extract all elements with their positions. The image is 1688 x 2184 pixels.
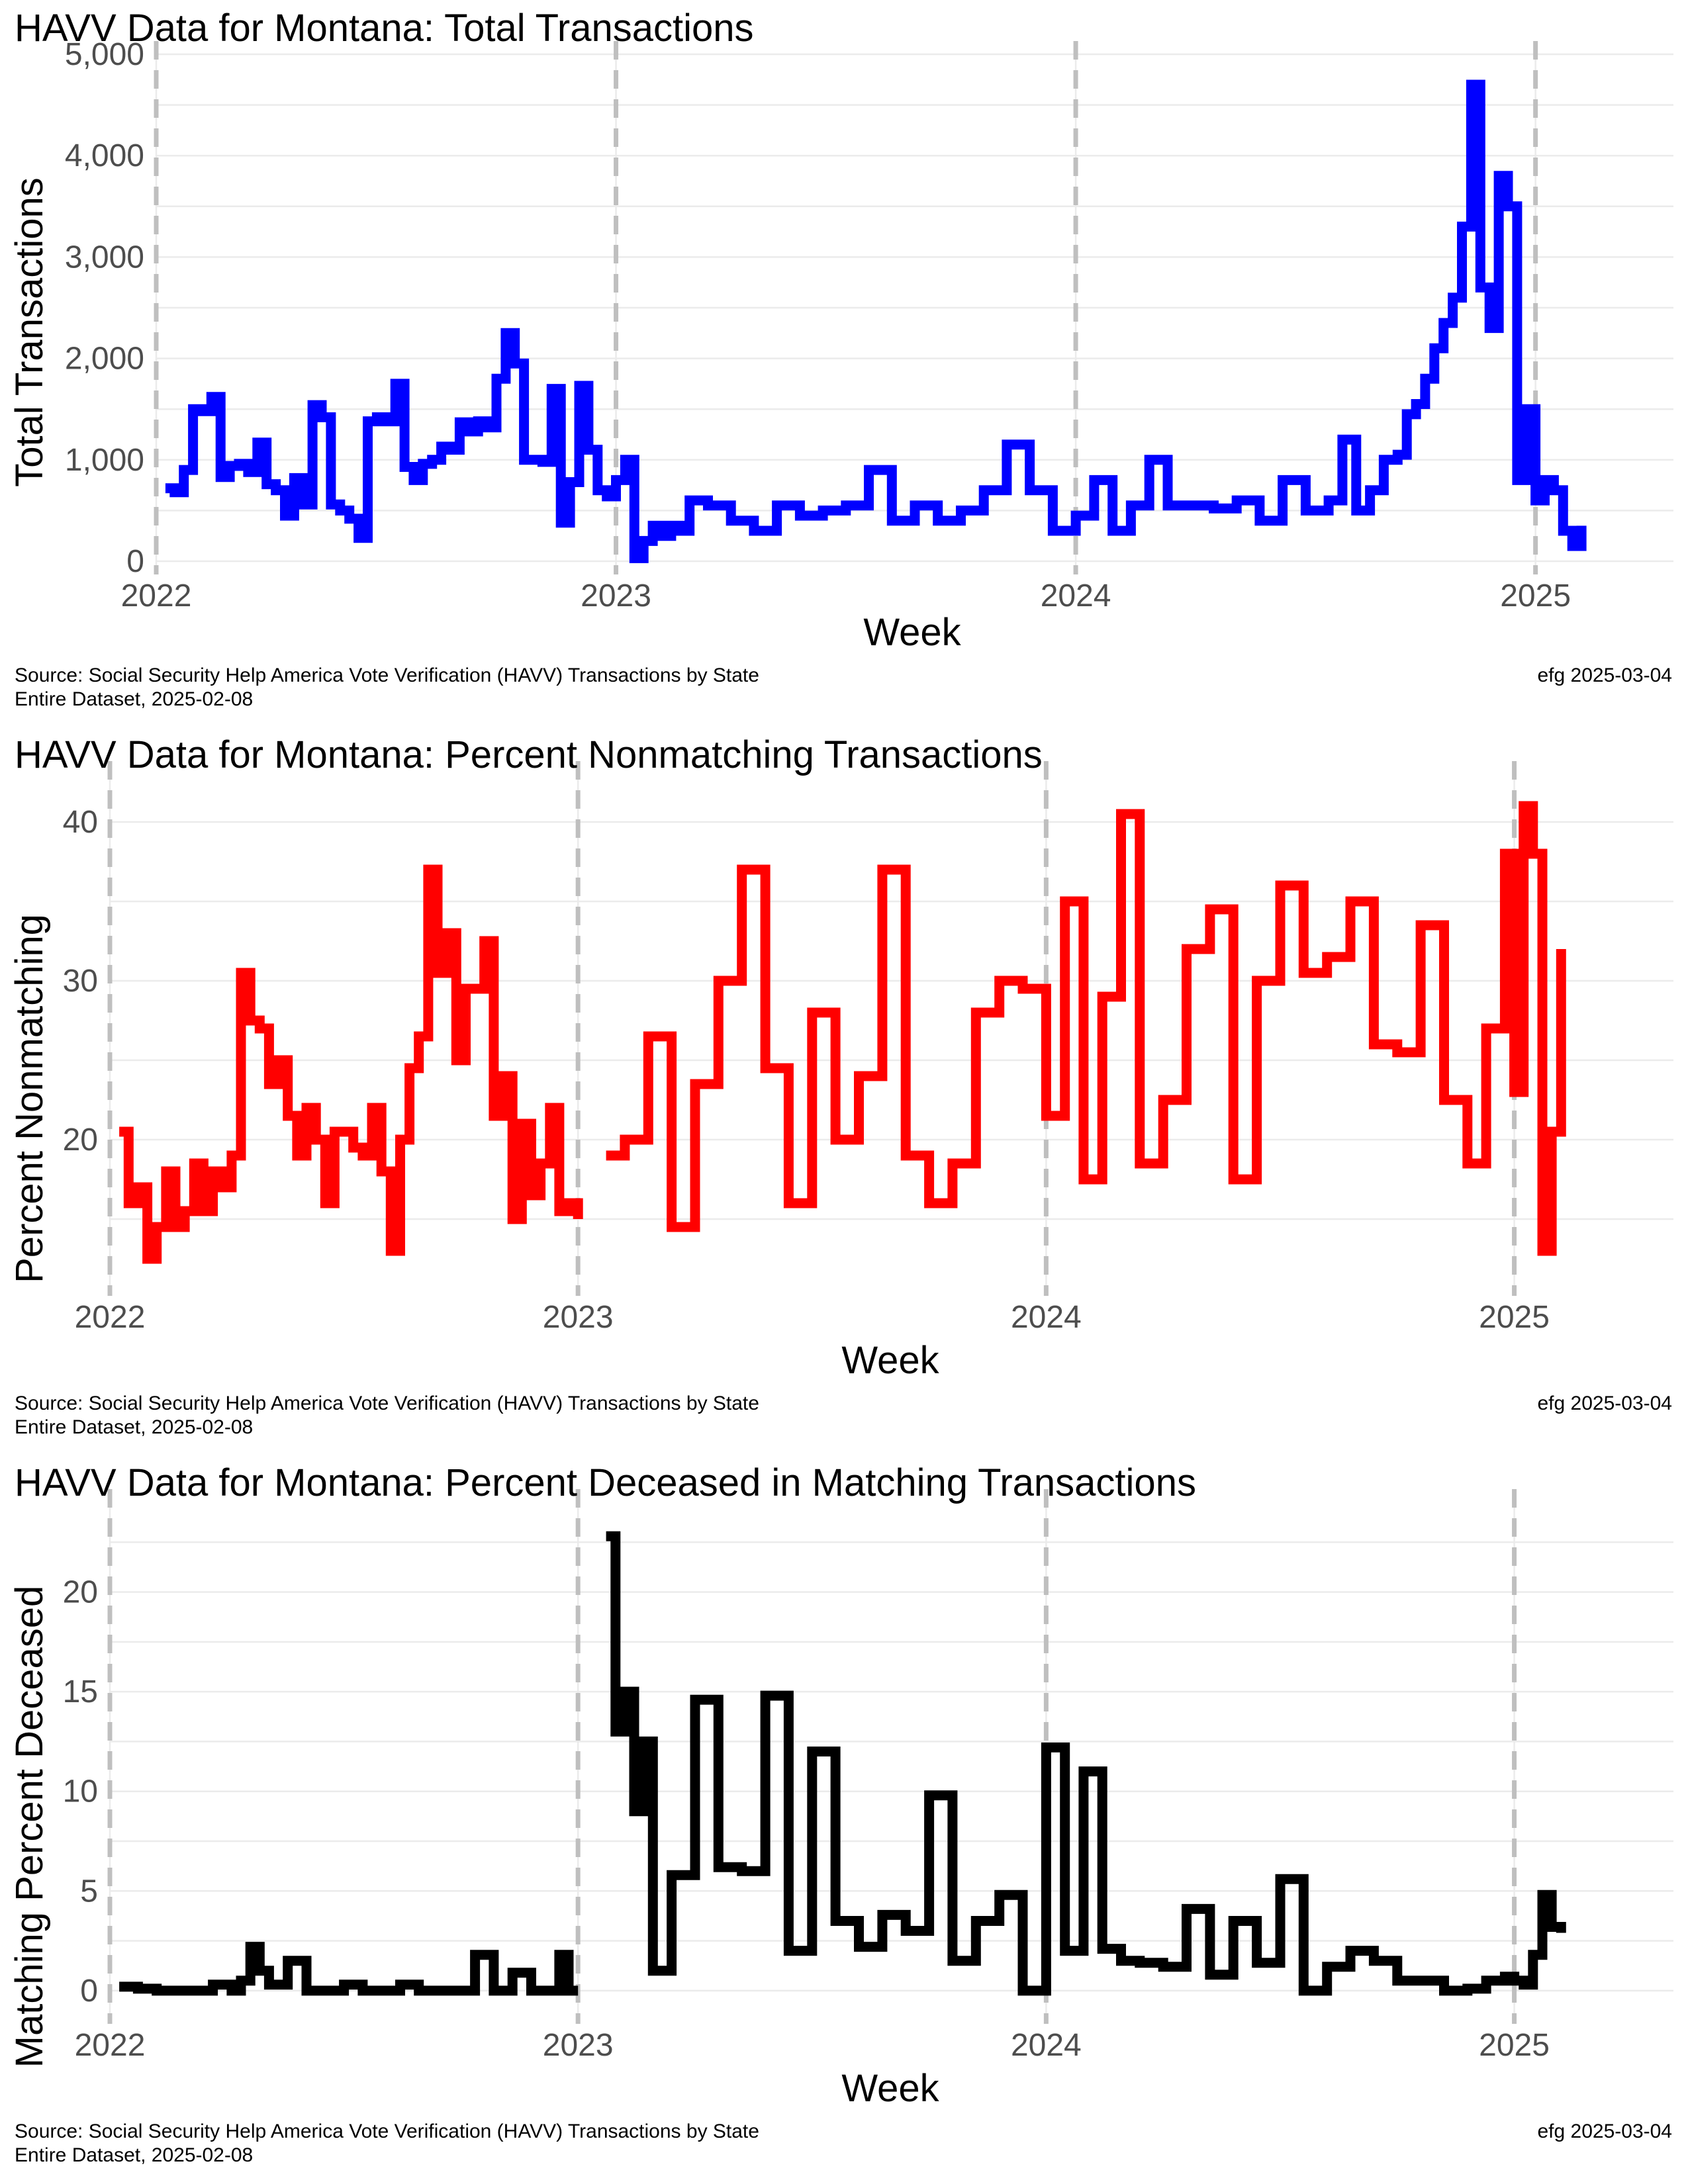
chart-panel-percent-deceased: 0 5 10 15 20 2022 2023 2024 2025 HAVV Data for M… <box>0 1456 1688 2184</box>
x-axis-title: Week <box>841 1339 939 1382</box>
y-tick-label: 20 <box>63 1122 98 1158</box>
chart-title: HAVV Data for Montana: Total Transaction… <box>15 7 754 50</box>
x-tick-label: 2022 <box>75 1300 146 1335</box>
source-caption: Source: Social Security Help America Vot… <box>15 2120 759 2142</box>
y-tick-label: 15 <box>63 1674 98 1709</box>
y-tick-label: 10 <box>63 1774 98 1809</box>
y-tick-label: 3,000 <box>65 240 144 275</box>
chart-panel-total-transactions: 0 1,000 2,000 3,000 4,000 5,000 2022 2023 2024 20… <box>0 0 1688 728</box>
chart-title: HAVV Data for Montana: Percent Nonmatchi… <box>15 733 1043 776</box>
y-tick-label: 2,000 <box>65 341 144 377</box>
y-tick-label: 40 <box>63 805 98 840</box>
plot-area: 0 1,000 2,000 3,000 4,000 5,000 2022 2023 2024 20… <box>65 37 1673 614</box>
x-tick-label: 2025 <box>1479 1300 1550 1335</box>
x-tick-label: 2024 <box>1041 578 1111 614</box>
y-tick-label: 1,000 <box>65 443 144 478</box>
y-tick-label: 0 <box>80 1974 98 2009</box>
source-caption-date: Entire Dataset, 2025-02-08 <box>15 688 253 710</box>
chart-title: HAVV Data for Montana: Percent Deceased … <box>15 1461 1196 1504</box>
y-tick-label: 30 <box>63 964 98 999</box>
y-tick-label: 20 <box>63 1575 98 1610</box>
y-tick-label: 4,000 <box>65 138 144 173</box>
credit-caption: efg 2025-03-04 <box>1538 1392 1673 1414</box>
source-caption-date: Entire Dataset, 2025-02-08 <box>15 2144 253 2166</box>
x-tick-label: 2023 <box>543 1300 614 1335</box>
y-axis-title: Matching Percent Deceased <box>8 1586 51 2068</box>
series-line <box>119 1531 1566 1996</box>
chart-percent-nonmatching: 20 30 40 2022 2023 2024 2025 HAVV Data for Mon… <box>8 733 1673 1438</box>
chart-total-transactions: 0 1,000 2,000 3,000 4,000 5,000 2022 2023 2024 20… <box>8 7 1673 710</box>
credit-caption: efg 2025-03-04 <box>1538 664 1673 686</box>
x-tick-label: 2025 <box>1479 2028 1550 2063</box>
series-line <box>165 79 1587 563</box>
x-tick-label: 2025 <box>1500 578 1571 614</box>
plot-area: 0 5 10 15 20 2022 2023 2024 2025 <box>63 1489 1673 2063</box>
y-axis-title: Percent Nonmatching <box>8 914 51 1283</box>
series-line <box>119 801 1566 1264</box>
x-tick-label: 2022 <box>121 578 192 614</box>
x-tick-label: 2023 <box>543 2028 614 2063</box>
y-tick-label: 5 <box>80 1874 98 1909</box>
plot-area: 20 30 40 2022 2023 2024 2025 <box>63 761 1673 1335</box>
source-caption-date: Entire Dataset, 2025-02-08 <box>15 1416 253 1438</box>
x-axis-title: Week <box>841 2067 939 2110</box>
x-tick-label: 2024 <box>1011 2028 1082 2063</box>
x-tick-label: 2023 <box>581 578 651 614</box>
y-axis-title: Total Transactions <box>8 177 51 486</box>
chart-panel-percent-nonmatching: 20 30 40 2022 2023 2024 2025 HAVV Data for Mon… <box>0 728 1688 1456</box>
y-tick-label: 5,000 <box>65 37 144 72</box>
credit-caption: efg 2025-03-04 <box>1538 2120 1673 2142</box>
x-tick-label: 2024 <box>1011 1300 1082 1335</box>
source-caption: Source: Social Security Help America Vot… <box>15 1392 759 1414</box>
chart-percent-deceased: 0 5 10 15 20 2022 2023 2024 2025 HAVV Data for M… <box>8 1461 1673 2166</box>
x-tick-label: 2022 <box>75 2028 146 2063</box>
source-caption: Source: Social Security Help America Vot… <box>15 664 759 686</box>
x-axis-title: Week <box>863 611 961 654</box>
y-tick-label: 0 <box>126 544 144 579</box>
